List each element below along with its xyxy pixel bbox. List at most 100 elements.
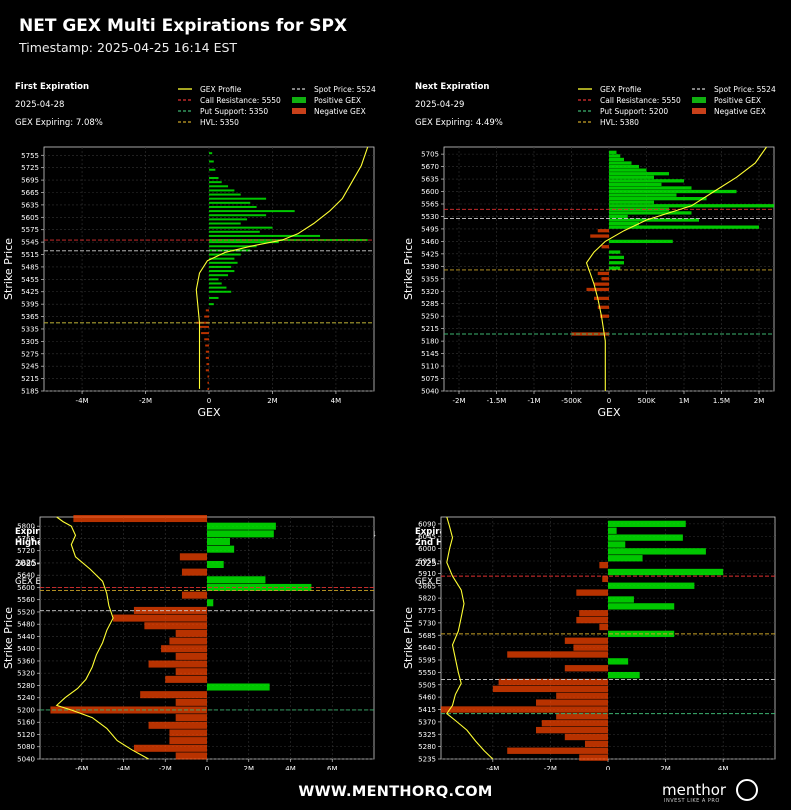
negative-gex-bar bbox=[597, 229, 609, 233]
negative-gex-bar bbox=[169, 729, 207, 737]
positive-gex-bar bbox=[207, 683, 270, 691]
negative-gex-bar bbox=[564, 733, 608, 741]
y-tick-label: 5775 bbox=[418, 607, 436, 615]
y-axis-label: Strike Price bbox=[2, 607, 15, 669]
negative-gex-bar bbox=[602, 575, 608, 583]
legend-label: GEX Profile bbox=[600, 85, 642, 94]
y-tick-label: 5355 bbox=[421, 275, 439, 283]
y-tick-label: 5080 bbox=[17, 743, 35, 751]
negative-gex-bar bbox=[556, 713, 608, 720]
y-tick-label: 5360 bbox=[17, 657, 35, 665]
negative-gex-bar bbox=[579, 754, 608, 761]
negative-gex-bar bbox=[148, 721, 207, 729]
x-tick-label: 6M bbox=[327, 765, 338, 770]
negative-gex-bar bbox=[175, 668, 207, 676]
page-timestamp: Timestamp: 2025-04-25 16:14 EST bbox=[19, 40, 238, 55]
positive-gex-bar bbox=[209, 241, 279, 244]
negative-gex-bar bbox=[181, 568, 207, 576]
y-tick-label: 5335 bbox=[21, 325, 39, 333]
negative-gex-bar bbox=[579, 610, 608, 617]
gex-profile-line bbox=[585, 146, 767, 391]
negative-gex-bar bbox=[207, 375, 209, 378]
negative-gex-bar bbox=[165, 675, 207, 683]
negative-gex-bar bbox=[601, 277, 609, 281]
panel-title: First Expiration bbox=[15, 82, 89, 92]
gex-panel-2: Next Expiration 2025-04-29 GEX Expiring: 4… bbox=[402, 82, 776, 419]
positive-gex-bar bbox=[209, 230, 260, 233]
y-tick-label: 5320 bbox=[421, 288, 439, 296]
positive-gex-bar bbox=[609, 221, 639, 226]
positive-gex-bar bbox=[609, 175, 654, 179]
legend-label: Put Support: 5200 bbox=[600, 107, 668, 116]
positive-gex-bar bbox=[608, 658, 629, 665]
x-tick-label: 0 bbox=[207, 397, 211, 405]
negative-gex-bar bbox=[204, 338, 209, 341]
positive-gex-bar bbox=[209, 193, 241, 196]
positive-gex-bar bbox=[609, 182, 662, 187]
positive-gex-bar bbox=[609, 225, 759, 229]
positive-gex-bar bbox=[209, 197, 267, 200]
y-tick-label: 5280 bbox=[418, 743, 436, 751]
x-tick-label: -2M bbox=[159, 765, 172, 770]
y-tick-label: 5685 bbox=[418, 632, 436, 640]
positive-gex-bar bbox=[609, 255, 624, 260]
y-tick-label: 6045 bbox=[418, 533, 436, 541]
website-url[interactable]: WWW.MENTHORQ.COM bbox=[298, 784, 493, 800]
legend-swatch bbox=[692, 97, 706, 103]
y-tick-label: 5480 bbox=[17, 621, 35, 629]
brand-q-icon bbox=[736, 779, 758, 801]
negative-gex-bar bbox=[207, 387, 209, 390]
positive-gex-bar bbox=[609, 150, 617, 154]
x-tick-label: -2M bbox=[139, 397, 152, 405]
negative-gex-bar bbox=[50, 706, 207, 714]
x-axis-label: GEX bbox=[197, 406, 220, 419]
negative-gex-bar bbox=[584, 740, 608, 748]
y-axis-label: Strike Price bbox=[402, 238, 415, 300]
y-tick-label: 5120 bbox=[17, 731, 35, 739]
positive-gex-bar bbox=[209, 290, 232, 293]
y-tick-label: 5565 bbox=[421, 200, 439, 208]
legend-label: Positive GEX bbox=[714, 96, 761, 105]
x-tick-label: 0 bbox=[607, 397, 611, 405]
negative-gex-bar bbox=[113, 614, 207, 622]
positive-gex-bar bbox=[209, 226, 273, 229]
negative-gex-bar bbox=[205, 356, 209, 359]
y-tick-label: 5365 bbox=[21, 313, 39, 321]
y-tick-label: 5485 bbox=[21, 263, 39, 271]
positive-gex-bar bbox=[209, 185, 229, 188]
x-tick-label: -2M bbox=[544, 765, 557, 770]
y-tick-label: 6000 bbox=[418, 545, 436, 553]
positive-gex-bar bbox=[609, 197, 707, 201]
x-tick-label: 4M bbox=[718, 765, 729, 770]
gex-expiring: GEX Expiring: 7.08% bbox=[15, 118, 103, 128]
negative-gex-bar bbox=[536, 726, 608, 734]
positive-gex-bar bbox=[609, 193, 677, 197]
positive-gex-bar bbox=[608, 534, 683, 541]
negative-gex-bar bbox=[175, 752, 207, 760]
x-tick-label: -4M bbox=[117, 765, 130, 770]
x-tick-label: -1.5M bbox=[487, 397, 507, 405]
legend-label: HVL: 5380 bbox=[600, 118, 639, 127]
negative-gex-bar bbox=[573, 644, 608, 651]
positive-gex-bar bbox=[209, 274, 229, 277]
legend-label: Spot Price: 5524 bbox=[714, 85, 776, 94]
y-tick-label: 5110 bbox=[421, 363, 439, 371]
y-tick-label: 5605 bbox=[21, 214, 39, 222]
legend-swatch bbox=[292, 108, 306, 114]
positive-gex-bar bbox=[609, 261, 624, 265]
positive-gex-bar bbox=[209, 201, 251, 204]
y-tick-label: 5460 bbox=[418, 694, 436, 702]
negative-gex-bar bbox=[175, 714, 207, 722]
negative-gex-bar bbox=[175, 629, 207, 637]
x-tick-label: 4M bbox=[285, 765, 296, 770]
positive-gex-bar bbox=[209, 205, 257, 208]
positive-gex-bar bbox=[209, 253, 241, 256]
y-tick-label: 5575 bbox=[21, 226, 39, 234]
positive-gex-bar bbox=[209, 265, 232, 268]
x-tick-label: 2M bbox=[267, 397, 278, 405]
y-tick-label: 5145 bbox=[421, 350, 439, 358]
positive-gex-bar bbox=[609, 211, 692, 215]
y-tick-label: 5730 bbox=[418, 619, 436, 627]
positive-gex-bar bbox=[209, 218, 248, 221]
y-tick-label: 5725 bbox=[21, 164, 39, 172]
